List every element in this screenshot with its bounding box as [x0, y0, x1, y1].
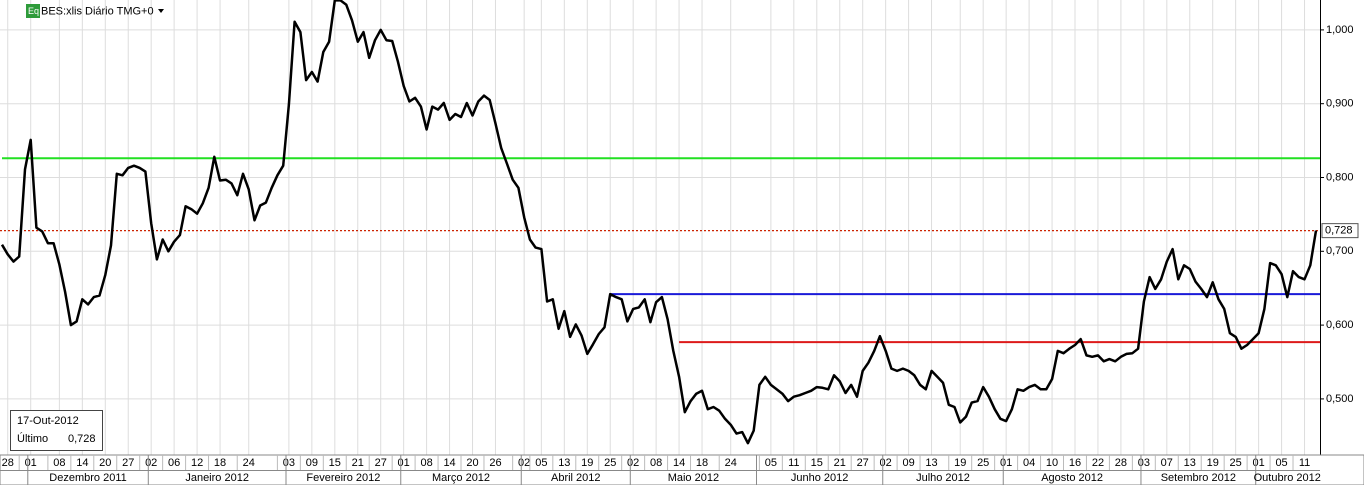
- x-tick-label: 01: [25, 457, 37, 469]
- x-tick-label: 27: [375, 457, 387, 469]
- x-tick-label: 09: [306, 457, 318, 469]
- legend-icon-text: Eq: [28, 6, 39, 16]
- legend-icon: [26, 4, 40, 18]
- dropdown-arrow[interactable]: [158, 9, 164, 13]
- x-tick-label: 25: [977, 457, 989, 469]
- x-tick-label: 13: [1184, 457, 1196, 469]
- legend-title[interactable]: BES:xlis Diário TMG+0: [41, 5, 154, 17]
- axes: 0,500 0,600 0,700 0,800 0,900 1,000 28 01 08 14 20…: [2, 24, 1359, 485]
- x-tick-label: 03: [1138, 457, 1150, 469]
- x-tick-label: 27: [857, 457, 869, 469]
- month-label: Abril 2012: [551, 472, 601, 484]
- x-tick-label: 18: [214, 457, 226, 469]
- x-tick-label: 14: [443, 457, 455, 469]
- x-tick-label: 25: [604, 457, 616, 469]
- x-tick-label: 24: [243, 457, 255, 469]
- month-label: Agosto 2012: [1041, 472, 1103, 484]
- month-label: Outubro 2012: [1254, 472, 1321, 484]
- x-tick-label: 28: [2, 457, 14, 469]
- x-tick-label: 14: [76, 457, 88, 469]
- info-date: 17-Out-2012: [17, 415, 79, 427]
- x-tick-label: 08: [53, 457, 65, 469]
- x-tick-label: 01: [398, 457, 410, 469]
- x-tick-label: 21: [834, 457, 846, 469]
- x-tick-label: 18: [696, 457, 708, 469]
- x-tick-label: 10: [1046, 457, 1058, 469]
- x-tick-label: 05: [535, 457, 547, 469]
- month-label: Junho 2012: [791, 472, 849, 484]
- month-label: Março 2012: [432, 472, 490, 484]
- x-tick-label: 15: [329, 457, 341, 469]
- x-tick-label: 07: [1161, 457, 1173, 469]
- y-tick-label: 0,500: [1326, 393, 1354, 405]
- info-box: [10, 410, 103, 451]
- y-tick-label: 0,800: [1326, 171, 1354, 183]
- month-label: Setembro 2012: [1161, 472, 1236, 484]
- x-tick-label: 03: [283, 457, 295, 469]
- x-tick-label: 04: [1023, 457, 1035, 469]
- month-label: Janeiro 2012: [185, 472, 249, 484]
- y-tick-label: 1,000: [1326, 24, 1354, 36]
- x-tick-label: 28: [1115, 457, 1127, 469]
- x-tick-label: 19: [954, 457, 966, 469]
- x-tick-label: 14: [673, 457, 685, 469]
- x-tick-label: 20: [99, 457, 111, 469]
- x-tick-label: 11: [788, 457, 799, 469]
- y-tick-label: 0,600: [1326, 319, 1354, 331]
- x-tick-label: 02: [880, 457, 892, 469]
- x-tick-label: 05: [1275, 457, 1287, 469]
- x-tick-label: 02: [145, 457, 157, 469]
- x-tick-label: 22: [1092, 457, 1104, 469]
- x-tick-label: 26: [489, 457, 501, 469]
- x-tick-label: 21: [352, 457, 364, 469]
- info-label: Último: [17, 432, 48, 445]
- month-label: Maio 2012: [668, 472, 719, 484]
- x-tick-label: 25: [1230, 457, 1242, 469]
- x-tick-label: 27: [122, 457, 134, 469]
- month-label: Julho 2012: [916, 472, 970, 484]
- x-tick-label: 12: [191, 457, 203, 469]
- x-tick-label: 05: [765, 457, 777, 469]
- x-tick-label: 02: [518, 457, 530, 469]
- marks: [0, 0, 1320, 445]
- x-tick-label: 08: [650, 457, 662, 469]
- x-tick-label: 08: [420, 457, 432, 469]
- month-label: Fevereiro 2012: [306, 472, 380, 484]
- info-value: 0,728: [68, 433, 96, 445]
- x-tick-label: 19: [1207, 457, 1219, 469]
- x-tick-label: 15: [811, 457, 823, 469]
- price-line: [0, 0, 1318, 445]
- last-price-box: [1321, 223, 1359, 239]
- x-tick-label: 13: [558, 457, 570, 469]
- x-tick-label: 11: [1299, 457, 1310, 469]
- x-tick-label: 02: [627, 457, 639, 469]
- x-tick-label: 01: [1000, 457, 1012, 469]
- x-tick-label: 19: [581, 457, 593, 469]
- x-tick-label: 09: [902, 457, 914, 469]
- y-tick-label: 0,700: [1326, 245, 1354, 257]
- y-tick-label: 0,900: [1326, 98, 1354, 110]
- x-tick-label: 16: [1069, 457, 1081, 469]
- last-price-label: 0,728: [1325, 225, 1353, 237]
- x-tick-label: 20: [466, 457, 478, 469]
- x-tick-label: 13: [925, 457, 937, 469]
- x-tick-label: 24: [725, 457, 737, 469]
- x-tick-label: 06: [168, 457, 180, 469]
- month-label: Dezembro 2011: [49, 472, 126, 484]
- x-tick-label: 01: [1252, 457, 1264, 469]
